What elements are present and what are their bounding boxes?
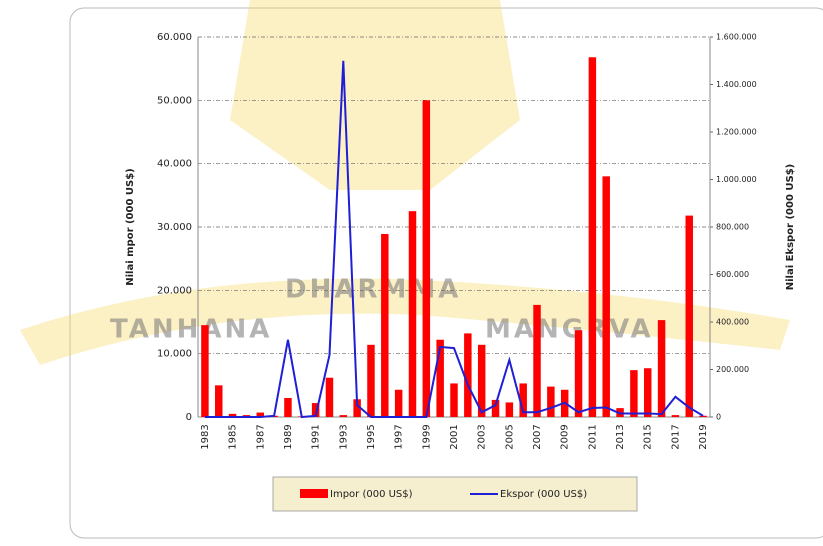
x-tick-label: 2001 — [449, 424, 460, 449]
y2-tick-label: 600.000 — [716, 270, 749, 279]
bar — [672, 415, 679, 417]
x-tick-label: 1993 — [338, 424, 349, 449]
y2-tick-label: 0 — [716, 413, 721, 422]
x-tick-label: 1983 — [200, 424, 211, 449]
y-axis-label: Nilai mpor (000 US$) — [125, 168, 136, 286]
legend-swatch — [300, 489, 328, 498]
watermark-text: DHARMMA — [285, 275, 461, 305]
bar — [367, 345, 374, 417]
bar — [602, 176, 609, 417]
bar — [284, 398, 291, 417]
bar — [630, 370, 637, 417]
bar — [326, 378, 333, 417]
y-tick-label: 10.000 — [157, 349, 192, 360]
bar — [547, 387, 554, 417]
x-tick-label: 1985 — [228, 424, 239, 449]
y2-tick-label: 1.200.000 — [716, 128, 757, 137]
x-tick-label: 2011 — [587, 424, 598, 449]
x-tick-label: 1999 — [421, 424, 432, 449]
bar — [506, 402, 513, 417]
bar — [201, 325, 208, 417]
y2-tick-label: 1.400.000 — [716, 80, 757, 89]
y2-axis-label: Nilai Ekspor (000 US$) — [785, 164, 796, 291]
x-tick-label: 2015 — [643, 424, 654, 449]
y-tick-label: 40.000 — [157, 159, 192, 170]
bar — [409, 211, 416, 417]
x-tick-label: 2017 — [670, 424, 681, 449]
y2-tick-label: 1.600.000 — [716, 33, 757, 42]
x-tick-label: 2019 — [698, 424, 709, 449]
y-tick-label: 30.000 — [157, 222, 192, 233]
bar — [658, 320, 665, 417]
legend-label: Impor (000 US$) — [330, 489, 413, 500]
y2-tick-label: 800.000 — [716, 223, 749, 232]
bar — [644, 368, 651, 417]
y-tick-label: 50.000 — [157, 95, 192, 106]
bar — [686, 216, 693, 417]
y-tick-label: 60.000 — [157, 32, 192, 43]
chart: TANHANA DHARMMA MANGRVA Nilai mpor (000 … — [0, 0, 823, 542]
bar — [381, 234, 388, 417]
watermark-text: MANGRVA — [485, 315, 654, 345]
bar — [699, 416, 706, 417]
x-tick-label: 2013 — [615, 424, 626, 449]
y2-tick-label: 200.000 — [716, 365, 749, 374]
x-tick-label: 2009 — [560, 424, 571, 449]
x-tick-label: 1991 — [311, 424, 322, 449]
y-tick-label: 20.000 — [157, 285, 192, 296]
y2-tick-label: 400.000 — [716, 318, 749, 327]
x-tick-label: 2003 — [477, 424, 488, 449]
x-tick-label: 2005 — [504, 424, 515, 449]
bar — [423, 100, 430, 417]
y2-tick-label: 1.000.000 — [716, 175, 757, 184]
legend-label: Ekspor (000 US$) — [500, 489, 587, 500]
y-tick-label: 0 — [186, 412, 192, 423]
x-tick-label: 1997 — [394, 424, 405, 449]
x-tick-label: 1987 — [255, 424, 266, 449]
x-tick-label: 1995 — [366, 424, 377, 449]
bar — [589, 57, 596, 417]
bar — [533, 305, 540, 417]
x-tick-label: 2007 — [532, 424, 543, 449]
bar — [450, 383, 457, 417]
x-tick-label: 1989 — [283, 424, 294, 449]
bar — [215, 385, 222, 417]
bar — [575, 330, 582, 417]
bar — [340, 415, 347, 417]
bar — [395, 390, 402, 417]
watermark-text: TANHANA — [110, 315, 272, 345]
